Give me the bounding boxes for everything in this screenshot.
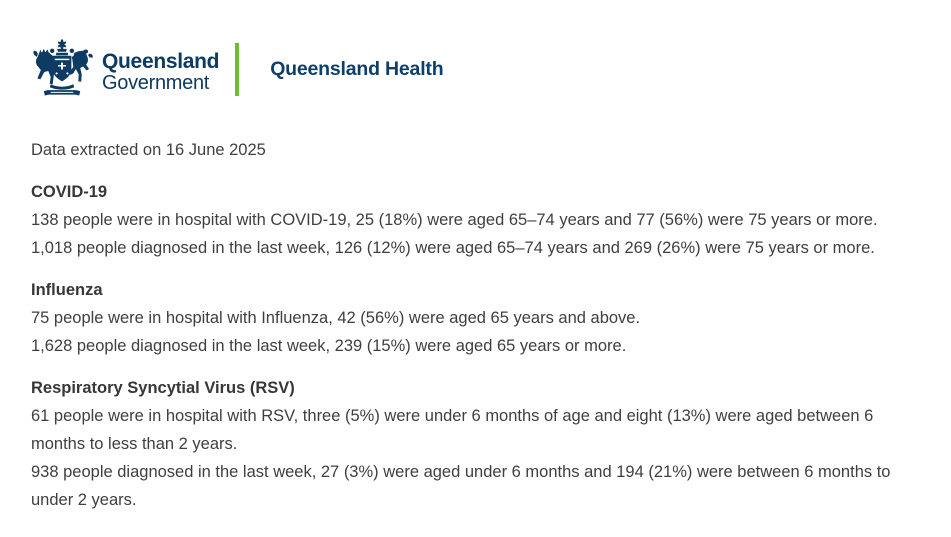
rsv-hospital-stat: 61 people were in hospital with RSV, thr… [31,407,874,453]
coat-of-arms-icon [33,39,93,96]
section-rsv: Respiratory Syncytial Virus (RSV) 61 peo… [31,374,930,514]
logo-government-label: Government [102,71,210,94]
header-divider [235,42,240,96]
section-heading-covid19: COVID-19 [31,183,108,201]
section-covid19: COVID-19 138 people were in hospital wit… [31,178,930,262]
content: Data extracted on 16 June 2025 COVID-19 … [31,136,930,514]
covid19-diagnosed-stat: 1,018 people diagnosed in the last week,… [31,239,875,257]
logo-queensland-label: Queensland [102,49,220,73]
header: Queensland Government Queensland Health [0,0,951,100]
qld-government-logo[interactable]: Queensland Government [31,39,220,99]
section-heading-influenza: Influenza [31,281,103,299]
extract-date-note: Data extracted on 16 June 2025 [31,141,266,159]
covid19-hospital-stat: 138 people were in hospital with COVID-1… [31,211,878,229]
section-heading-rsv: Respiratory Syncytial Virus (RSV) [31,379,295,397]
rsv-diagnosed-stat: 938 people diagnosed in the last week, 2… [31,463,891,509]
section-influenza: Influenza 75 people were in hospital wit… [31,276,930,360]
logo-text: Queensland Government [102,45,220,94]
influenza-hospital-stat: 75 people were in hospital with Influenz… [31,309,641,327]
site-title: Queensland Health [270,57,444,80]
influenza-diagnosed-stat: 1,628 people diagnosed in the last week,… [31,337,627,355]
